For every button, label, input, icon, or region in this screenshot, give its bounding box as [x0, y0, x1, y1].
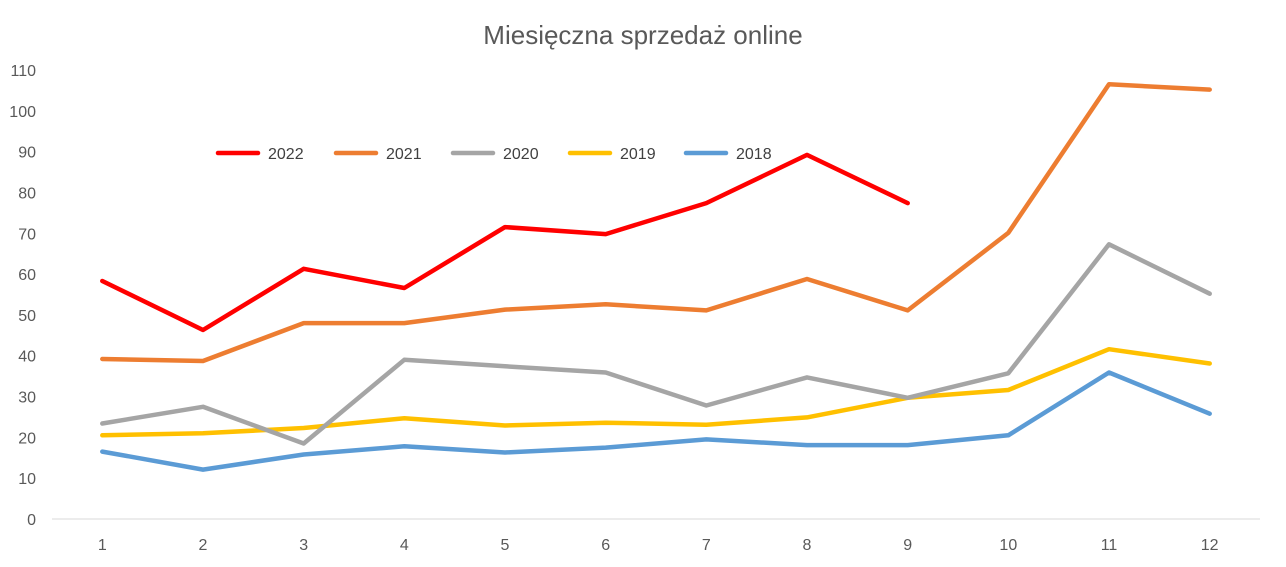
y-tick-label: 60 — [18, 267, 36, 284]
y-tick-label: 70 — [18, 226, 36, 243]
x-tick-label: 10 — [999, 537, 1017, 554]
legend-label-2020: 2020 — [503, 146, 539, 163]
series-line-2021 — [100, 82, 1212, 364]
series-line-2022 — [100, 152, 910, 333]
series-layer — [100, 82, 1212, 472]
x-tick-label: 12 — [1201, 537, 1219, 554]
series-line-2020 — [100, 242, 1212, 446]
x-tick-label: 5 — [501, 537, 510, 554]
series-line-2018 — [100, 370, 1212, 472]
y-tick-label: 40 — [18, 349, 36, 366]
x-tick-label: 6 — [601, 537, 610, 554]
x-tick-label: 7 — [702, 537, 711, 554]
y-tick-label: 10 — [18, 471, 36, 488]
x-tick-label: 8 — [803, 537, 812, 554]
x-tick-label: 1 — [98, 537, 107, 554]
series-line-2019 — [100, 346, 1212, 438]
chart-title: Miesięczna sprzedaż online — [483, 20, 802, 50]
x-tick-label: 3 — [299, 537, 308, 554]
y-tick-label: 100 — [9, 104, 36, 121]
legend-label-2019: 2019 — [620, 146, 656, 163]
y-tick-label: 80 — [18, 185, 36, 202]
x-tick-label: 2 — [199, 537, 208, 554]
legend-label-2022: 2022 — [268, 146, 304, 163]
x-tick-label: 4 — [400, 537, 409, 554]
x-tick-label: 9 — [903, 537, 912, 554]
legend-label-2021: 2021 — [386, 146, 422, 163]
y-tick-label: 0 — [27, 512, 36, 529]
y-tick-label: 30 — [18, 390, 36, 407]
legend: 2022 2021 2020 2019 2018 — [215, 146, 772, 163]
y-tick-label: 50 — [18, 308, 36, 325]
y-tick-label: 20 — [18, 430, 36, 447]
y-tick-label: 110 — [10, 63, 36, 80]
x-tick-label: 11 — [1101, 537, 1118, 554]
y-tick-label: 90 — [18, 145, 36, 162]
legend-label-2018: 2018 — [736, 146, 772, 163]
